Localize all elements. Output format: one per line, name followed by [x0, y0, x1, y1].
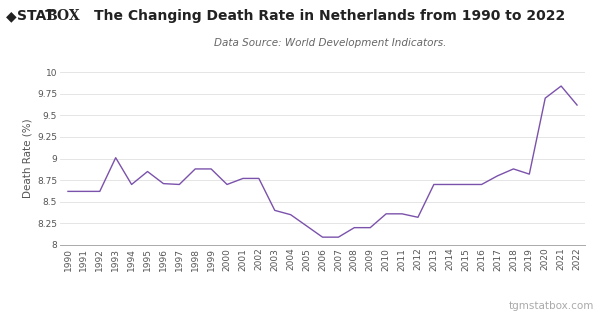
- Text: tgmstatbox.com: tgmstatbox.com: [509, 301, 594, 311]
- Text: STAT: STAT: [17, 9, 55, 24]
- Text: ◆: ◆: [6, 9, 17, 24]
- Text: BOX: BOX: [45, 9, 80, 24]
- Text: Data Source: World Development Indicators.: Data Source: World Development Indicator…: [214, 38, 446, 48]
- Y-axis label: Death Rate (%): Death Rate (%): [23, 119, 33, 198]
- Text: The Changing Death Rate in Netherlands from 1990 to 2022: The Changing Death Rate in Netherlands f…: [94, 9, 566, 24]
